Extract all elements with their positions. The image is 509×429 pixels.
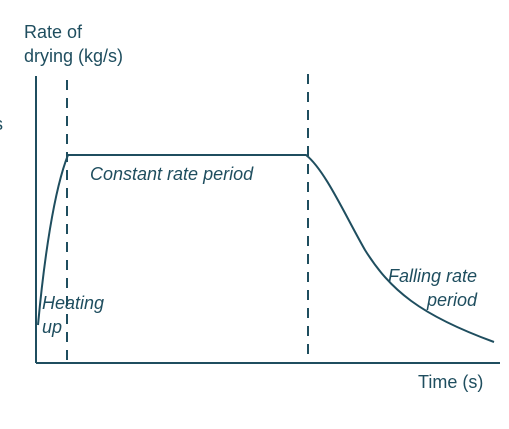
heating-up-label-line2: up (42, 317, 63, 337)
falling-rate-label-line1: Falling rate (388, 266, 478, 286)
drying-rate-curve (37, 154, 495, 343)
falling-rate-label: Falling rate period (388, 264, 477, 312)
y-axis-label-line1: Rate of (24, 22, 83, 42)
constant-rate-label: Constant rate period (90, 164, 254, 184)
y-axis-label: Rate of drying (kg/s) (24, 20, 123, 68)
heating-up-label: Heating up (42, 291, 104, 339)
x-axis-label: Time (s) (418, 372, 484, 392)
falling-rate-label-line2: period (427, 290, 478, 310)
edge-glyph-top: s (0, 112, 3, 136)
heating-up-label-line1: Heating (42, 293, 105, 313)
y-axis-label-line2: drying (kg/s) (24, 46, 124, 66)
